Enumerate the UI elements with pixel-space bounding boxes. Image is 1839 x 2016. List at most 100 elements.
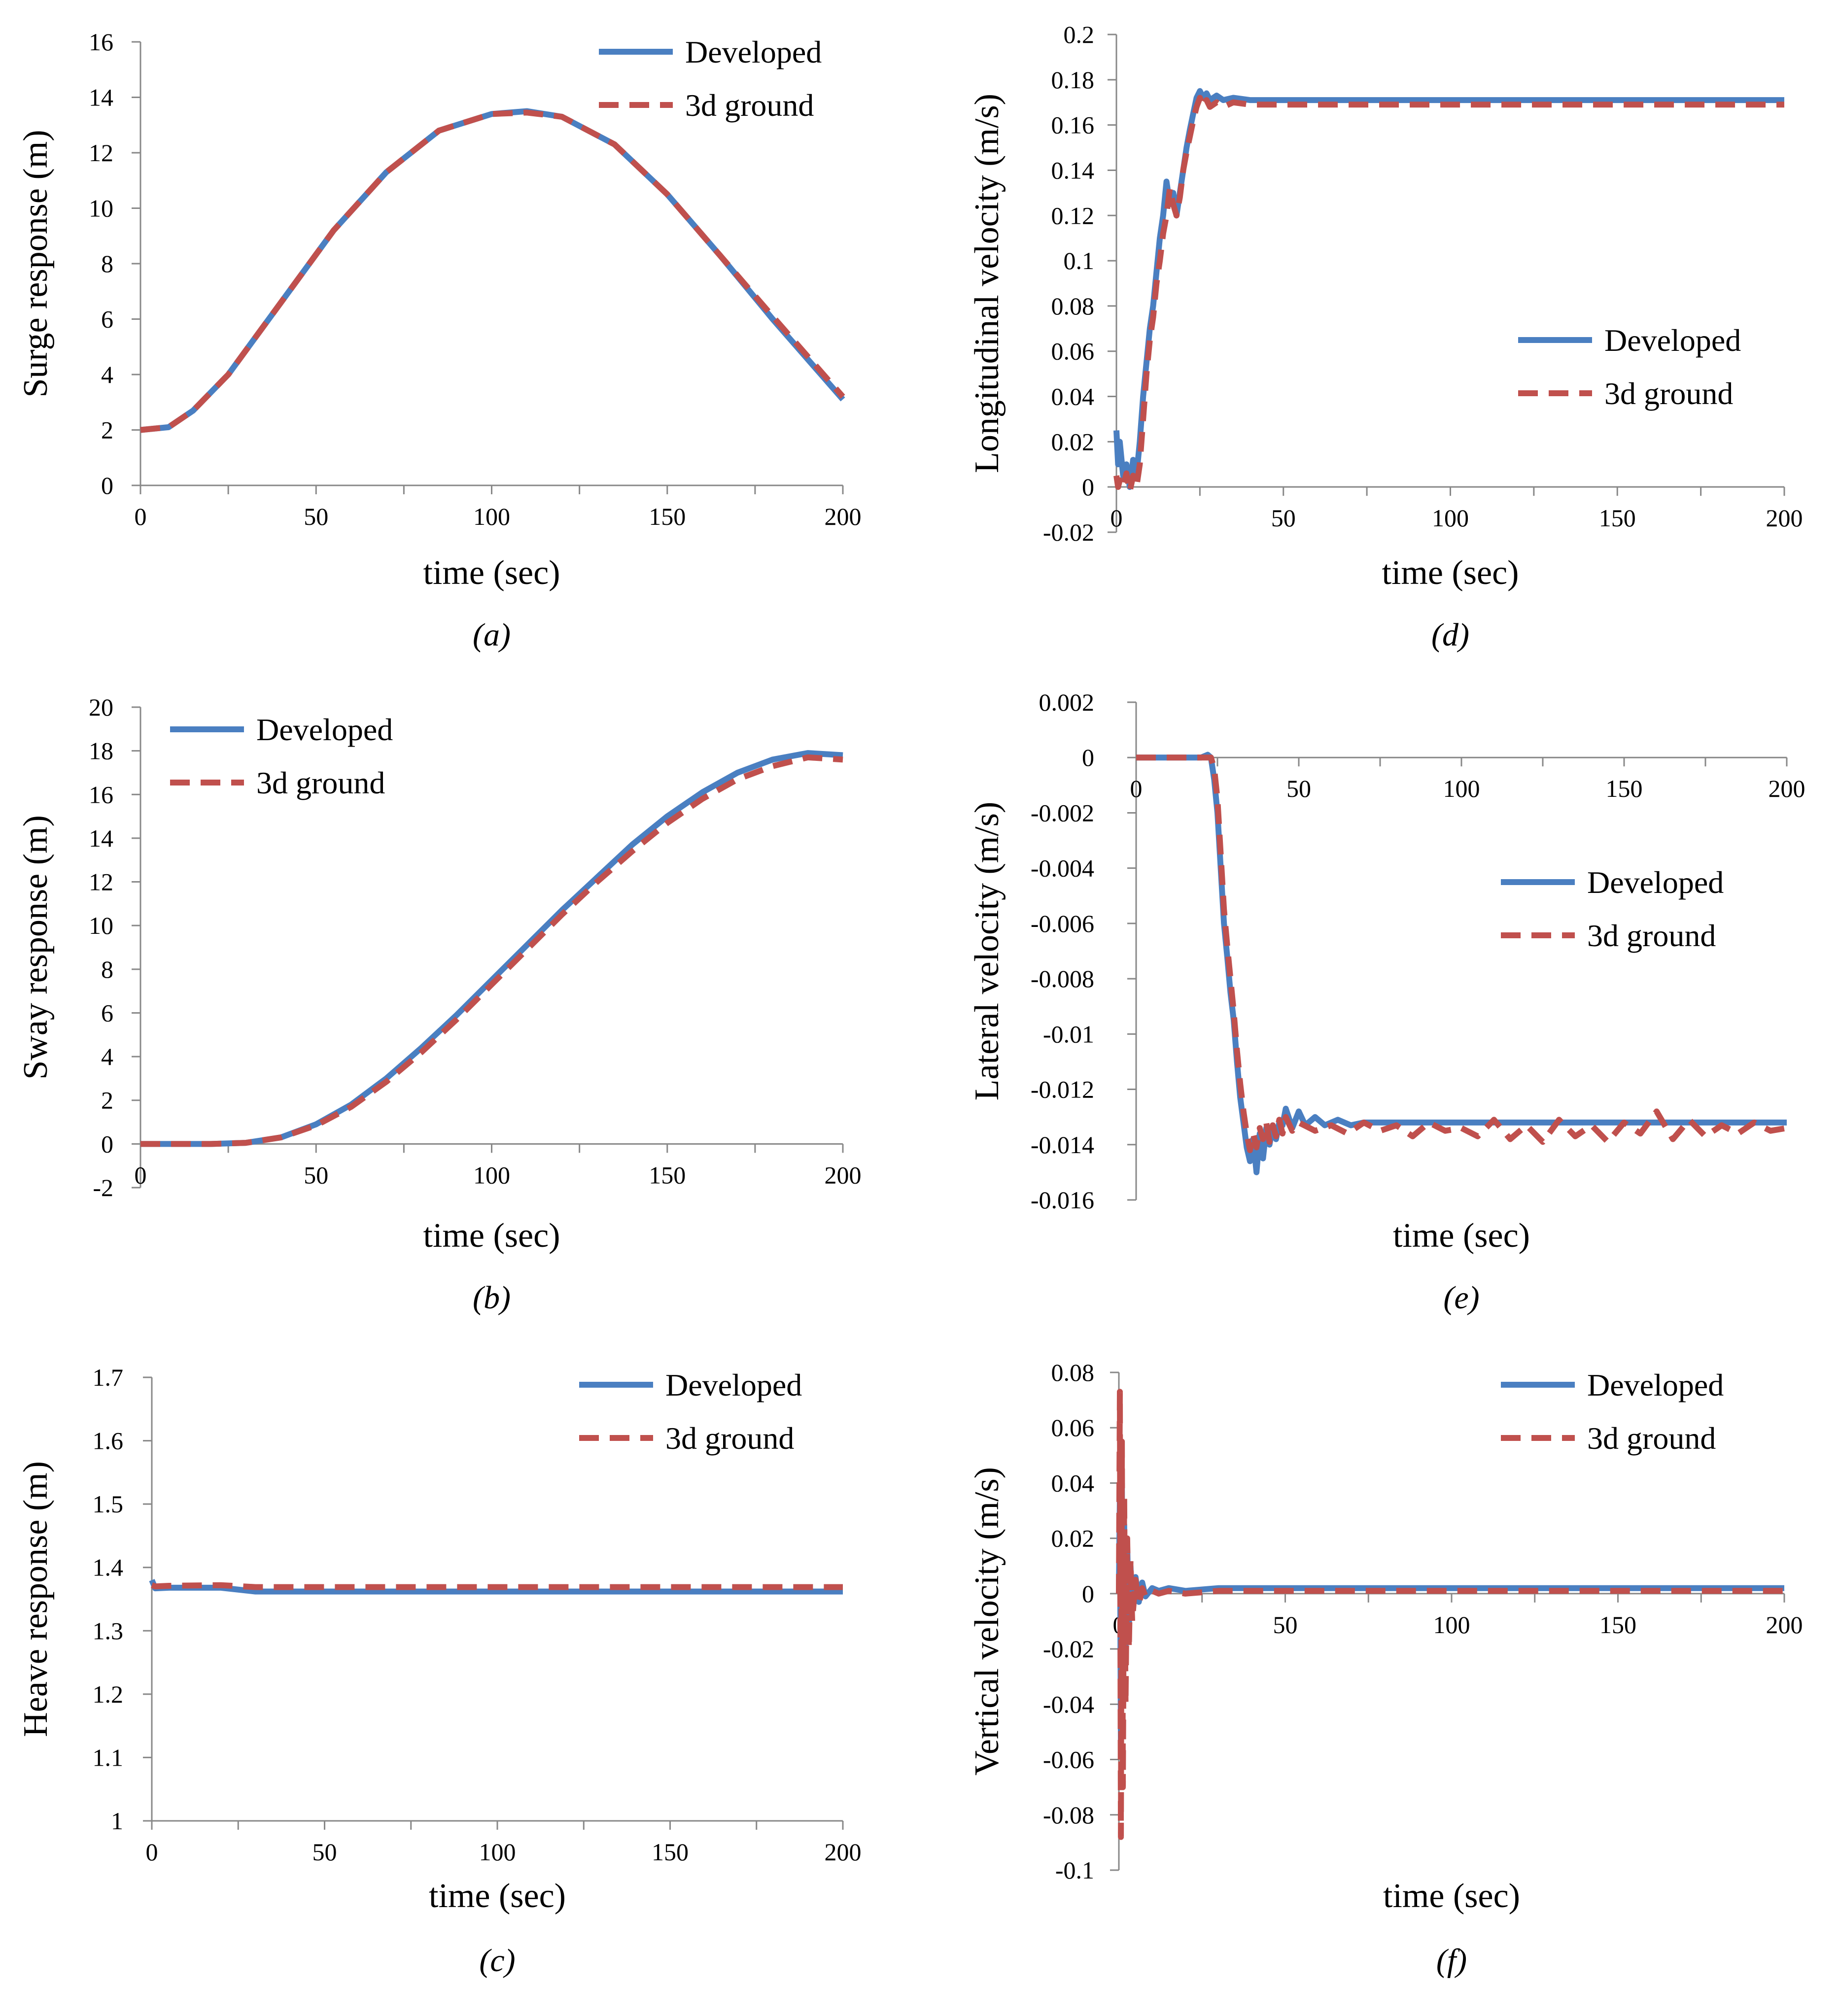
y-tick-label: -0.06 [1043,1746,1094,1774]
legend-label-developed: Developed [665,1367,802,1402]
y-tick-label: 0.08 [1051,292,1095,320]
y-tick-label: 1.3 [93,1617,124,1644]
legend-label-developed: Developed [1604,323,1741,358]
y-tick-label: 1.2 [93,1680,124,1708]
y-tick-label: 0.02 [1051,1525,1095,1552]
y-tick-label: 0 [101,472,113,499]
x-tick-label: 150 [1599,1611,1636,1639]
x-tick-label: 50 [304,1161,328,1189]
series-line-3d-ground [140,754,843,1147]
legend-label-3d-ground: 3d ground [256,765,385,800]
panel-label: (d) [1431,617,1469,653]
y-tick-label: 0.16 [1051,111,1095,139]
y-tick-label: -0.012 [1031,1076,1094,1103]
y-tick-label: -0.08 [1043,1801,1094,1829]
x-tick-label: 0 [135,1161,147,1189]
y-tick-label: 0.04 [1051,383,1095,410]
y-tick-label: -0.006 [1031,910,1094,937]
y-tick-label: 18 [89,737,113,765]
legend-label-3d-ground: 3d ground [685,88,814,123]
y-tick-label: -0.1 [1055,1856,1094,1884]
y-axis-title: Vertical velocity (m/s) [968,1467,1006,1776]
y-tick-label: 1.7 [93,1364,124,1391]
y-tick-label: 0 [1082,1580,1094,1607]
y-tick-label: -0.02 [1043,1635,1094,1663]
x-tick-label: 50 [1286,775,1311,802]
x-tick-label: 150 [1606,775,1643,802]
y-tick-label: 0.002 [1039,688,1095,716]
x-tick-label: 0 [135,503,147,530]
y-tick-label: 10 [89,912,113,939]
y-tick-label: -0.02 [1043,518,1094,546]
y-tick-label: 0 [1082,744,1094,771]
panel-label: (a) [473,617,511,653]
x-tick-label: 50 [312,1838,337,1866]
y-tick-label: 1.1 [93,1743,124,1771]
x-tick-label: 100 [1443,775,1480,802]
x-axis-title: time (sec) [423,1217,560,1255]
x-axis-title: time (sec) [1382,554,1519,592]
series-line-3d-ground [1136,754,1788,1153]
x-tick-label: 50 [304,503,328,530]
x-tick-label: 150 [1599,504,1636,532]
y-tick-label: 10 [89,195,113,222]
x-axis-title: time (sec) [423,554,560,592]
x-tick-label: 200 [1766,504,1803,532]
y-tick-label: 0.18 [1051,66,1095,94]
legend-label-3d-ground: 3d ground [1587,918,1716,953]
series-line-developed [140,750,843,1147]
y-tick-label: 4 [101,361,113,388]
y-tick-label: 0.14 [1051,156,1095,184]
x-tick-label: 50 [1273,1611,1298,1639]
y-tick-label: 8 [101,250,113,277]
y-axis-title: Heave response (m) [17,1461,55,1737]
x-tick-label: 100 [473,503,510,530]
chart-panel-f: -0.1 -0.08 -0.06 -0.04 -0.02 0 0.02 0.04 0.06 0.0… [968,1359,1803,1979]
chart-panel-a: 0 2 4 6 8 10 12 14 16 0 50 100 150 200 Developed 3d gro… [17,28,862,653]
y-tick-label: 12 [89,139,113,167]
x-tick-label: 200 [1769,775,1805,802]
y-tick-label: 8 [101,956,113,983]
y-tick-label: -2 [93,1174,113,1201]
x-tick-label: 150 [649,503,686,530]
y-tick-label: -0.014 [1031,1131,1094,1159]
y-tick-label: 4 [101,1043,113,1070]
y-tick-label: 1 [111,1807,123,1835]
y-axis-title: Surge response (m) [17,130,55,397]
legend-label-developed: Developed [1587,1367,1724,1402]
y-axis-title: Longitudinal velocity (m/s) [968,94,1006,473]
x-tick-label: 100 [473,1161,510,1189]
x-tick-label: 200 [825,503,862,530]
y-tick-label: 0.02 [1051,428,1095,455]
x-tick-label: 200 [1766,1611,1803,1639]
y-tick-label: -0.002 [1031,799,1094,826]
x-tick-label: 100 [1433,1611,1470,1639]
y-tick-label: 2 [101,416,113,444]
x-tick-label: 100 [479,1838,516,1866]
chart-panel-e: -0.016 -0.014 -0.012 -0.01 -0.008 -0.006 -0.00… [968,688,1805,1316]
y-tick-label: 0.12 [1051,202,1095,229]
y-tick-label: 12 [89,868,113,896]
y-tick-label: -0.008 [1031,965,1094,992]
panel-label: (c) [479,1943,515,1979]
y-tick-label: 20 [89,693,113,721]
panel-label: (b) [473,1280,511,1316]
legend-label-3d-ground: 3d ground [1604,376,1733,411]
y-tick-label: 0.1 [1064,247,1095,274]
x-tick-label: 150 [649,1161,686,1189]
panel-label: (f) [1436,1943,1467,1979]
x-tick-label: 0 [146,1838,158,1866]
y-tick-label: 1.6 [93,1427,124,1455]
chart-panel-c: 1 1.1 1.2 1.3 1.4 1.5 1.6 1.7 0 50 100 150 200 Develo… [17,1364,862,1979]
x-tick-label: 0 [1130,775,1143,802]
y-tick-label: 0.06 [1051,338,1095,365]
x-tick-label: 200 [825,1161,862,1189]
x-tick-label: 100 [1432,504,1469,532]
y-tick-label: 0.08 [1051,1359,1095,1386]
x-tick-label: 150 [652,1838,689,1866]
legend-label-developed: Developed [1587,865,1724,900]
legend-label-developed: Developed [256,712,393,747]
legend-label-3d-ground: 3d ground [1587,1421,1716,1456]
